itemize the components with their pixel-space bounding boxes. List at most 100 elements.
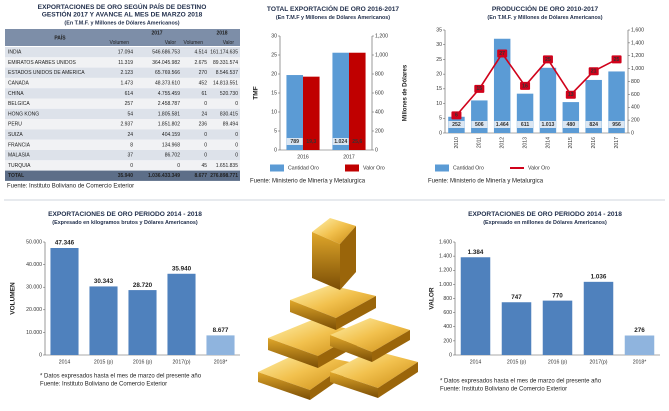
table-cell: 17.094 bbox=[118, 50, 134, 56]
table-cell: 65.769.566 bbox=[155, 70, 180, 76]
value-label: 47.346 bbox=[55, 240, 75, 247]
value-label: 506 bbox=[475, 122, 484, 128]
y-tick-label: 30.000 bbox=[26, 285, 42, 291]
table-row-bg bbox=[5, 150, 240, 161]
table-cell: 1.473 bbox=[120, 81, 133, 87]
line-label-bg bbox=[474, 84, 485, 93]
bar bbox=[562, 102, 580, 133]
bar bbox=[501, 302, 532, 355]
bar bbox=[332, 52, 349, 150]
line-label-bg bbox=[542, 55, 553, 64]
line-label: 25 bbox=[545, 57, 551, 63]
value-label-bg bbox=[448, 121, 465, 128]
y-axis-label: VALOR bbox=[429, 287, 436, 310]
y-tick-label: 30 bbox=[271, 33, 277, 39]
table-cell: 2.937 bbox=[120, 122, 133, 128]
legend-label: Valor Oro bbox=[363, 165, 385, 171]
line-label: 15 bbox=[476, 86, 482, 92]
bar bbox=[50, 247, 79, 355]
table-cell: SUIZA bbox=[8, 132, 23, 138]
y-tick-label: 20 bbox=[436, 72, 442, 78]
gold-bars-picture bbox=[258, 218, 418, 400]
x-tick-label: 2017(p) bbox=[173, 359, 191, 365]
bar bbox=[539, 67, 557, 133]
table-cell: 24 bbox=[201, 111, 207, 117]
y2-tick-label: 0 bbox=[631, 130, 634, 136]
chart-title: TOTAL EXPORTACIÓN DE ORO 2016-2017 bbox=[267, 4, 399, 13]
table-cell: 35.940 bbox=[118, 173, 134, 179]
table-cell: 89.331.574 bbox=[213, 60, 238, 66]
y-tick-label: 0 bbox=[439, 130, 442, 136]
value-label: 19,3 bbox=[306, 139, 316, 145]
bar bbox=[542, 300, 573, 355]
table-cell: MALASIA bbox=[8, 153, 30, 159]
table-cell: BELGICA bbox=[8, 101, 30, 107]
table-cell: 45 bbox=[201, 163, 207, 169]
y-tick-label: 10.000 bbox=[26, 330, 42, 336]
table-cell: 0 bbox=[235, 101, 238, 107]
table-cell: FRANCIA bbox=[8, 142, 31, 148]
table-row-bg bbox=[5, 139, 240, 150]
value-label: 8.677 bbox=[213, 327, 229, 334]
table-column: Valor bbox=[223, 40, 235, 46]
chart-title: EXPORTACIONES DE ORO PERIODO 2014 - 2018 bbox=[468, 211, 622, 218]
x-tick-label: 2016 bbox=[297, 154, 309, 160]
table-cell: 0 bbox=[204, 101, 207, 107]
table-cell: 14.813.551 bbox=[213, 81, 238, 87]
line-label-bg bbox=[520, 81, 531, 90]
x-tick-label: 2012 bbox=[500, 137, 506, 149]
value-label: 1.013 bbox=[541, 122, 554, 128]
line-label: 16 bbox=[522, 83, 528, 89]
line-label: 6 bbox=[455, 113, 458, 119]
table-cell: CANADA bbox=[8, 81, 30, 87]
table-cell: 48.373.610 bbox=[155, 81, 180, 87]
line-label-bg bbox=[497, 49, 508, 58]
y-tick-label: 1.000 bbox=[439, 282, 452, 288]
table-year: 2017 bbox=[151, 30, 162, 36]
bar bbox=[608, 71, 625, 133]
y2-tick-label: 400 bbox=[375, 109, 384, 115]
value-label: 30.343 bbox=[94, 278, 114, 285]
bar bbox=[167, 273, 196, 355]
table-cell: ESTADOS UNIDOS DE AMERICA bbox=[8, 70, 85, 76]
y-tick-label: 15 bbox=[271, 90, 277, 96]
y2-tick-label: 1,000 bbox=[375, 52, 388, 58]
bar bbox=[460, 257, 491, 355]
value-label: 28.720 bbox=[133, 282, 153, 289]
table-row-bg bbox=[5, 47, 240, 58]
table-cell: 452 bbox=[199, 81, 208, 87]
table-cell: PERU bbox=[8, 122, 22, 128]
value-label: 611 bbox=[521, 122, 529, 128]
table-cell: 24 bbox=[127, 132, 133, 138]
chart-title: PRODUCCIÓN DE ORO 2010-2017 bbox=[492, 4, 599, 13]
x-tick-label: 2017 bbox=[343, 154, 355, 160]
y-tick-label: 35 bbox=[436, 27, 442, 33]
y-tick-label: 5 bbox=[439, 116, 442, 122]
chart: EXPORTACIONES DE ORO PERIODO 2014 - 2018… bbox=[10, 211, 240, 388]
y-tick-label: 50.000 bbox=[26, 239, 42, 245]
y-tick-label: 30 bbox=[436, 42, 442, 48]
y2-tick-label: 0 bbox=[375, 147, 378, 153]
line-label-bg bbox=[565, 90, 576, 99]
chart-source: Fuente: Ministerio de Minería y Metalurg… bbox=[428, 179, 544, 185]
x-tick-label: 2018* bbox=[633, 359, 647, 365]
table-cell: HONG KONG bbox=[8, 111, 39, 117]
table-title: GESTIÓN 2017 Y AVANCE AL MES DE MARZO 20… bbox=[42, 9, 203, 18]
table-row-bg bbox=[5, 108, 240, 120]
table-cell: 2.458.787 bbox=[158, 101, 180, 107]
table-cell: CHINA bbox=[8, 91, 24, 97]
x-tick-label: 2018* bbox=[214, 359, 228, 365]
table-cell: 89.494 bbox=[223, 122, 239, 128]
table-row-bg bbox=[5, 160, 240, 171]
y-tick-label: 20 bbox=[271, 71, 277, 77]
chart-note: Fuente: Instituto Boliviano de Comercio … bbox=[40, 382, 167, 388]
chart-note: * Datos expresados hasta el mes de marzo… bbox=[40, 374, 202, 380]
x-tick-label: 2015 (p) bbox=[94, 359, 114, 365]
table-cell: 8.546.537 bbox=[216, 70, 238, 76]
y2-tick-label: 600 bbox=[375, 90, 384, 96]
line-label-bg bbox=[611, 55, 622, 64]
table-row-bg bbox=[5, 170, 240, 181]
y2-tick-label: 800 bbox=[631, 79, 640, 85]
value-label-bg bbox=[494, 121, 511, 128]
